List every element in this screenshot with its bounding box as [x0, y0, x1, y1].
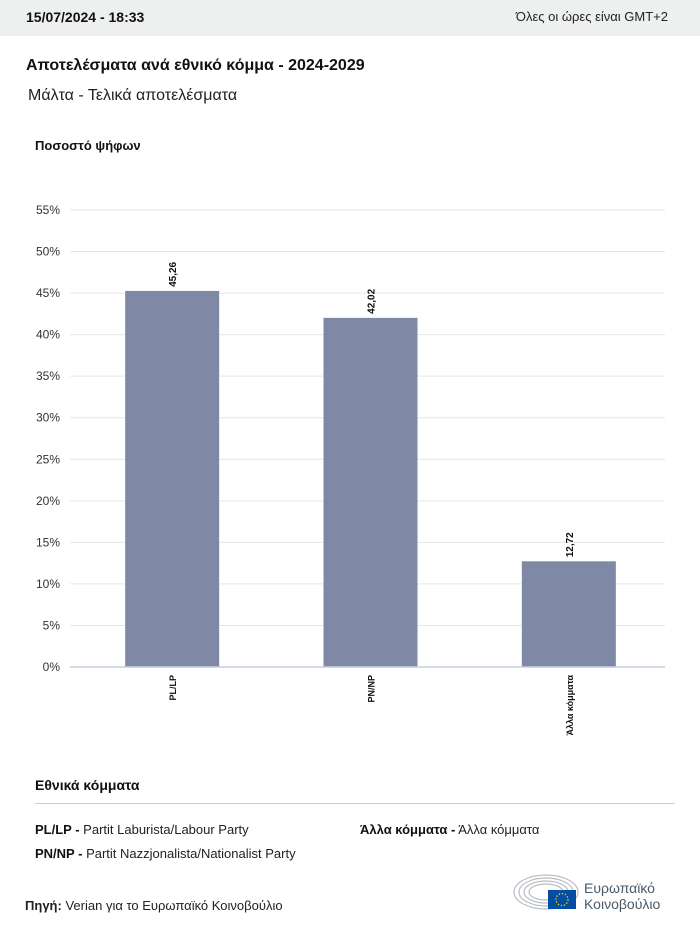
source-text: Verian για το Ευρωπαϊκό Κοινοβούλιο — [65, 898, 283, 913]
logo-line2: Κοινοβούλιο — [584, 896, 661, 912]
legend-divider — [35, 803, 675, 804]
bar — [521, 561, 616, 667]
y-tick-label: 55% — [36, 203, 60, 217]
source-note: Πηγή: Verian για το Ευρωπαϊκό Κοινοβούλι… — [25, 898, 283, 913]
y-tick-label: 50% — [36, 245, 60, 259]
bar — [323, 317, 418, 667]
legend-item: PL/LP - Partit Laburista/Labour Party — [35, 822, 249, 837]
y-tick-label: 0% — [43, 660, 61, 674]
y-tick-label: 35% — [36, 369, 60, 383]
legend-item: Άλλα κόμματα - Άλλα κόμματα — [360, 822, 539, 837]
data-label: 42,02 — [367, 288, 378, 313]
logo-line1: Ευρωπαϊκό — [584, 880, 655, 896]
legend-name: Partit Nazzjonalista/Nationalist Party — [86, 846, 296, 861]
logo-text: Ευρωπαϊκό Κοινοβούλιο — [584, 880, 660, 912]
data-label: 12,72 — [565, 532, 576, 557]
y-tick-label: 30% — [36, 411, 60, 425]
y-tick-label: 45% — [36, 286, 60, 300]
legend-name: Partit Laburista/Labour Party — [83, 822, 249, 837]
datetime: 15/07/2024 - 18:33 — [26, 9, 145, 25]
y-tick-label: 5% — [43, 618, 61, 632]
y-tick-label: 15% — [36, 535, 60, 549]
x-tick-label: PL/LP — [168, 675, 178, 701]
legend-abbr: PN/NP - — [35, 846, 83, 861]
legend-title: Εθνικά κόμματα — [35, 777, 140, 793]
x-tick-label: PN/NP — [367, 675, 377, 703]
legend-abbr: PL/LP - — [35, 822, 80, 837]
y-tick-label: 20% — [36, 494, 60, 508]
y-axis-label: Ποσοστό ψήφων — [35, 138, 141, 153]
legend-item: PN/NP - Partit Nazzjonalista/Nationalist… — [35, 846, 296, 861]
top-bar: 15/07/2024 - 18:33 Όλες οι ώρες είναι GM… — [0, 0, 700, 36]
y-tick-label: 10% — [36, 577, 60, 591]
timezone-note: Όλες οι ώρες είναι GMT+2 — [515, 9, 668, 24]
page-title: Αποτελέσματα ανά εθνικό κόμμα - 2024-202… — [26, 57, 365, 74]
legend-abbr: Άλλα κόμματα - — [360, 822, 456, 837]
y-tick-label: 25% — [36, 452, 60, 466]
european-parliament-logo — [513, 874, 579, 910]
page-subtitle: Μάλτα - Τελικά αποτελέσματα — [28, 87, 238, 104]
bar-chart: 0% 5% 10% 15% 20% 25% 30% 35% 40% 45% 50% 55% 45,26 P… — [36, 203, 665, 736]
y-tick-label: 40% — [36, 328, 60, 342]
legend-name: Άλλα κόμματα — [458, 822, 540, 837]
source-label: Πηγή: — [25, 898, 62, 913]
x-tick-label: Άλλα κόμματα — [565, 675, 575, 736]
bar — [125, 290, 220, 667]
data-label: 45,26 — [168, 261, 179, 286]
